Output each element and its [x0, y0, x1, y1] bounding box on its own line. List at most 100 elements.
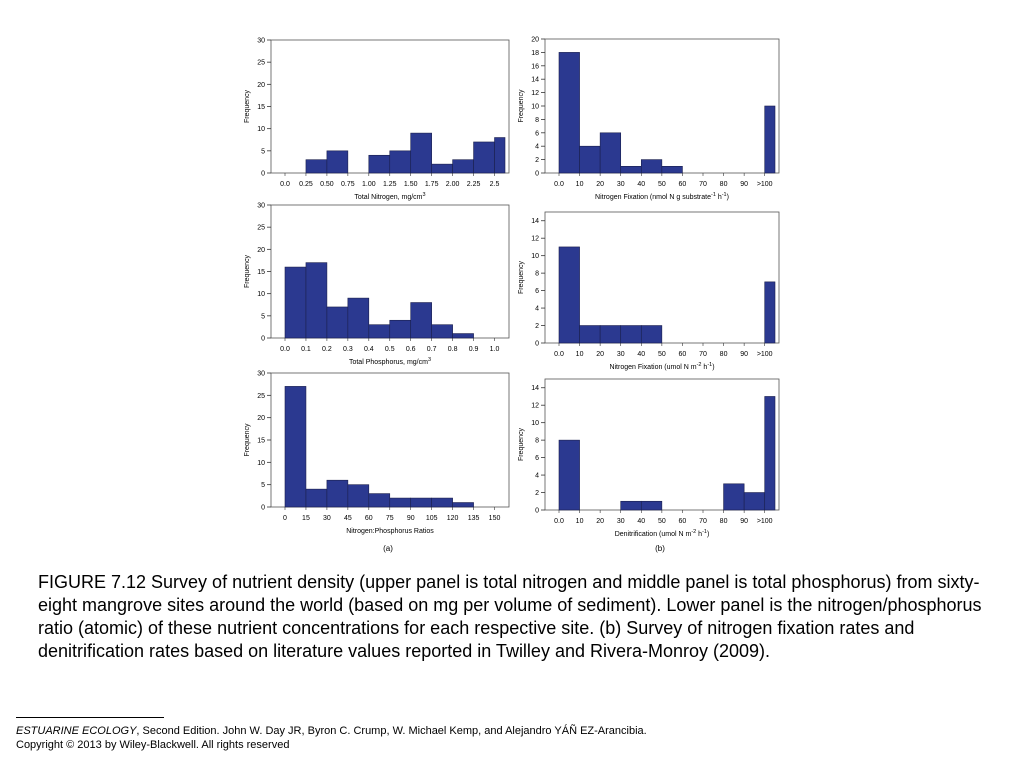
x-tick-label: 0.0	[554, 181, 564, 188]
book-title: ESTUARINE ECOLOGY	[16, 725, 137, 737]
x-tick-label: 1.50	[404, 181, 418, 188]
histogram-bar	[431, 163, 453, 174]
copyright-notice: Copyright © 2013 by Wiley-Blackwell. All…	[16, 739, 290, 751]
histogram-bar	[473, 141, 495, 174]
x-tick-label: 70	[699, 351, 707, 358]
x-tick-label: 0.2	[322, 346, 332, 353]
y-tick-label: 25	[257, 60, 265, 67]
histogram-bar	[347, 484, 370, 508]
x-tick-label: 60	[365, 515, 373, 522]
x-tick-label: 75	[386, 515, 394, 522]
x-tick-label: 80	[720, 518, 728, 525]
y-tick-label: 5	[261, 148, 265, 155]
histogram-bar	[640, 500, 663, 511]
histogram-bar	[723, 483, 745, 511]
histogram-bar	[305, 488, 328, 508]
x-axis-label: Nitrogen:Phosphorus Ratios	[346, 528, 434, 535]
y-tick-label: 2	[535, 490, 539, 497]
x-tick-label: 30	[617, 351, 625, 358]
histogram-bar	[389, 497, 412, 508]
histogram-bar	[579, 325, 601, 344]
x-tick-label: 80	[720, 181, 728, 188]
y-tick-label: 14	[531, 385, 539, 392]
x-tick-label: 40	[637, 351, 645, 358]
y-tick-label: 8	[535, 117, 539, 124]
x-tick-label: 90	[740, 518, 748, 525]
histogram-bar	[431, 324, 453, 339]
y-tick-label: 5	[261, 313, 265, 320]
x-axis-label: Total Phosphorus, mg/cm3	[349, 357, 431, 366]
histogram-bar	[284, 266, 307, 339]
x-tick-label: 150	[489, 515, 501, 522]
x-tick-label: 0.0	[280, 181, 290, 188]
chart-n-fixation-substrate: 0 2 4 6 8 10 12 14 16 18 20 Frequency 0.0 10 20 30 40 50 6…	[518, 37, 780, 201]
footnote-rule	[16, 717, 164, 718]
x-tick-label: 30	[323, 515, 331, 522]
y-tick-label: 15	[257, 438, 265, 445]
x-tick-label: 120	[447, 515, 459, 522]
y-axis-label: Frequency	[518, 260, 525, 294]
y-tick-label: 10	[257, 460, 265, 467]
x-axis-label: Nitrogen Fixation (umol N m-2 h-1)	[609, 362, 714, 371]
x-axis-label: Total Nitrogen, mg/cm3	[354, 192, 425, 201]
x-tick-label: 0.6	[406, 346, 416, 353]
x-tick-label: 1.25	[383, 181, 397, 188]
y-tick-label: 18	[531, 50, 539, 57]
y-tick-label: 30	[257, 38, 265, 45]
y-tick-label: 30	[257, 371, 265, 378]
x-tick-label: 10	[576, 181, 584, 188]
x-tick-label: 60	[679, 351, 687, 358]
x-tick-label: 60	[679, 181, 687, 188]
x-tick-label: 90	[407, 515, 415, 522]
histogram-bar	[326, 479, 349, 508]
x-tick-label: 0.0	[554, 351, 564, 358]
citation-rest: , Second Edition. John W. Day JR, Byron …	[136, 725, 647, 737]
x-tick-label: 50	[658, 351, 666, 358]
chart-np-ratio: 0 5 10 15 20 25 30 Frequency 0 15 30 45 60 75 90 105 120…	[244, 371, 510, 535]
histogram-bar	[579, 145, 601, 174]
y-tick-label: 12	[531, 403, 539, 410]
histogram-bar	[452, 333, 474, 339]
x-tick-label: 0.4	[364, 346, 374, 353]
histogram-bar	[764, 396, 776, 511]
y-tick-label: 30	[257, 203, 265, 210]
x-tick-label: 0.3	[343, 346, 353, 353]
x-tick-label: 30	[617, 181, 625, 188]
histogram-bar	[558, 439, 580, 511]
histogram-bar	[764, 105, 776, 174]
x-tick-label: 20	[596, 518, 604, 525]
y-tick-label: 4	[535, 473, 539, 480]
x-tick-label: 0.75	[341, 181, 355, 188]
plot-frame	[270, 372, 510, 508]
histogram-bar	[368, 324, 391, 339]
x-tick-label: 0.50	[320, 181, 334, 188]
x-tick-label: >100	[757, 351, 773, 358]
y-tick-label: 6	[535, 130, 539, 137]
histogram-bar	[599, 325, 622, 344]
histogram-bar	[347, 297, 370, 339]
x-tick-label: 2.25	[467, 181, 481, 188]
x-axis-label: Nitrogen Fixation (nmol N g substrate-1 …	[595, 192, 729, 201]
x-tick-label: 70	[699, 518, 707, 525]
histogram-bar	[431, 497, 453, 508]
histogram-bar	[640, 325, 663, 344]
x-tick-label: 80	[720, 351, 728, 358]
histogram-bar	[452, 502, 474, 508]
histogram-bar	[494, 137, 506, 174]
y-tick-label: 15	[257, 104, 265, 111]
chart-denitrification: 0 2 4 6 8 10 12 14 Frequency 0.0 10 20 30 40 50 60 70 80 9…	[518, 378, 780, 538]
histogram-bar	[452, 159, 474, 174]
x-tick-label: 90	[740, 351, 748, 358]
panel-label-b: (b)	[655, 544, 665, 553]
histogram-bar	[389, 319, 412, 339]
y-tick-label: 6	[535, 288, 539, 295]
y-tick-label: 0	[535, 341, 539, 348]
histogram-bar	[305, 159, 328, 174]
histogram-bar	[410, 132, 432, 174]
x-tick-label: 15	[302, 515, 310, 522]
histogram-bar	[661, 166, 683, 174]
y-tick-label: 0	[261, 336, 265, 343]
y-tick-label: 4	[535, 306, 539, 313]
y-tick-label: 15	[257, 269, 265, 276]
